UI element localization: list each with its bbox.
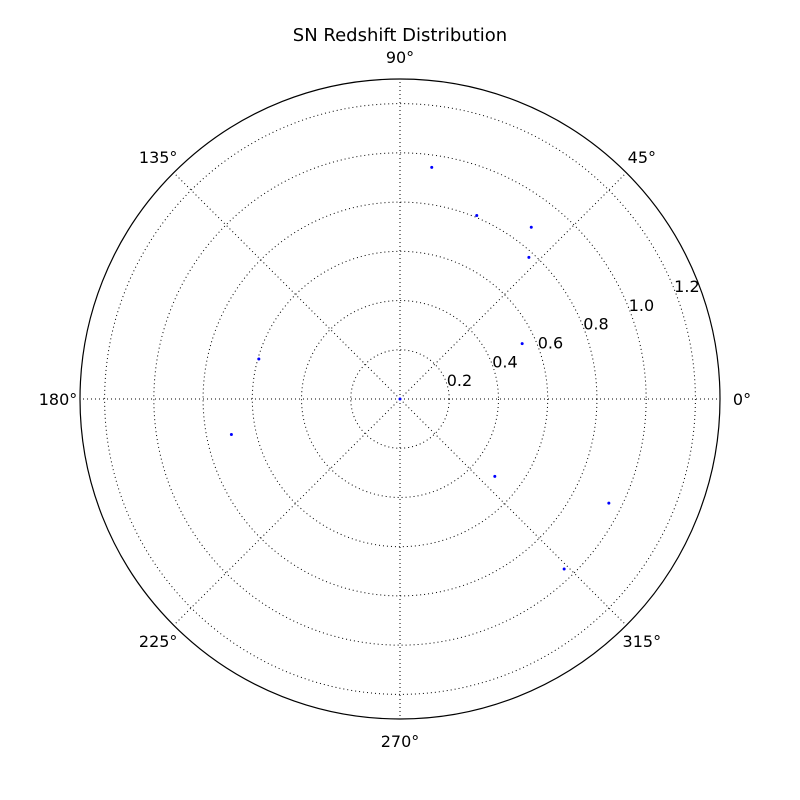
r-grid-circle: [301, 300, 499, 498]
theta-tick-label: 135°: [139, 148, 178, 167]
data-point: [520, 342, 524, 346]
theta-tick-label: 270°: [381, 732, 420, 751]
theta-grid-line: [399, 398, 627, 626]
data-point: [257, 357, 261, 361]
r-grid-circle: [104, 103, 696, 695]
r-tick-label: 0.4: [492, 352, 517, 371]
theta-tick-label: 90°: [386, 48, 414, 67]
tick-labels: 0° 45° 90° 135° 180° 225° 270° 315° 0.2 0.4 0.6 0.8…: [39, 48, 751, 751]
r-grid-circle: [251, 250, 549, 548]
theta-grid-line: [173, 398, 401, 626]
theta-grid-line: [173, 172, 401, 400]
r-tick-label: 0.6: [538, 333, 563, 352]
data-point: [527, 255, 531, 259]
theta-tick-label: 315°: [623, 632, 662, 651]
data-point: [562, 567, 566, 571]
data-point: [607, 501, 611, 505]
theta-tick-label: 45°: [628, 148, 656, 167]
r-tick-label: 1.2: [674, 277, 699, 296]
r-grid-circle: [350, 349, 450, 449]
data-point: [529, 225, 533, 229]
data-points: [229, 165, 611, 571]
polar-frame: [79, 78, 721, 720]
theta-grid-line: [399, 172, 627, 400]
r-tick-label: 0.2: [447, 371, 472, 390]
theta-tick-label: 0°: [733, 390, 751, 409]
data-point: [493, 474, 497, 478]
data-point: [475, 214, 479, 218]
polar-grid: [79, 78, 721, 720]
chart-title: SN Redshift Distribution: [293, 25, 507, 46]
theta-tick-label: 180°: [39, 390, 78, 409]
data-point: [229, 433, 233, 437]
r-tick-label: 0.8: [583, 315, 608, 334]
data-point: [398, 397, 402, 401]
data-point: [430, 165, 434, 169]
r-grid-circle: [153, 152, 647, 646]
r-tick-label: 1.0: [629, 296, 654, 315]
theta-tick-label: 225°: [139, 632, 178, 651]
